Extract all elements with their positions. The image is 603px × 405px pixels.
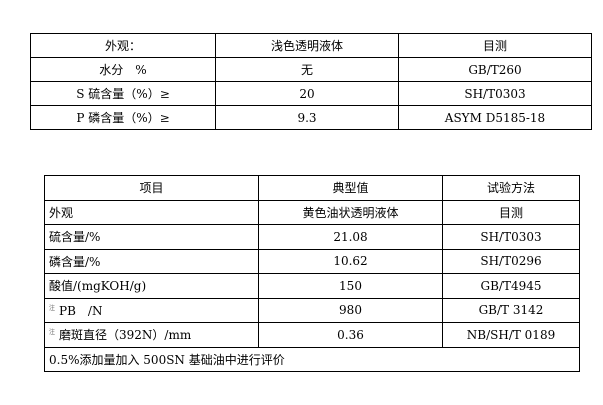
table-row: 外观 黄色油状透明液体 目测 (44, 199, 580, 225)
cell-value: 20 (215, 81, 399, 106)
header-row: 项目 典型值 试验方法 (44, 175, 580, 201)
cell-value: 10.62 (258, 248, 443, 274)
cell-item: P 磷含量（%）≥ (30, 105, 216, 130)
cell-value: 9.3 (215, 105, 399, 130)
table-row: 注磨斑直径（392N）/mm 0.36 NB/SH/T 0189 (44, 322, 580, 348)
table-row: 硫含量/% 21.08 SH/T0303 (44, 224, 580, 250)
cell-method: 目测 (398, 33, 592, 58)
cell-item: 注磨斑直径（392N）/mm (44, 322, 259, 348)
cell-value: 150 (258, 273, 443, 299)
cell-item: 硫含量/% (44, 224, 259, 250)
cell-value: 浅色透明液体 (215, 33, 399, 58)
cell-item: 酸值/(mgKOH/g) (44, 273, 259, 299)
header-value: 典型值 (258, 175, 443, 201)
cell-method: SH/T0303 (398, 81, 592, 106)
header-method: 试验方法 (442, 175, 580, 201)
table-row: P 磷含量（%）≥ 9.3 ASYM D5185-18 (30, 105, 592, 130)
table-row: 外观： 浅色透明液体 目测 (30, 33, 592, 58)
cell-item: 磷含量/% (44, 248, 259, 274)
cell-value: 980 (258, 297, 443, 323)
cell-method: ASYM D5185-18 (398, 105, 592, 130)
cell-item: 水分 % (30, 57, 216, 82)
note-mark: 注 (49, 329, 56, 337)
cell-value: 无 (215, 57, 399, 82)
table-row: S 硫含量（%）≥ 20 SH/T0303 (30, 81, 592, 106)
cell-text: 磨斑直径（392N）/mm (59, 328, 192, 343)
cell-item: 注 PB /N (44, 297, 259, 323)
cell-item: S 硫含量（%）≥ (30, 81, 216, 106)
properties-table: 外观： 浅色透明液体 目测 水分 % 无 GB/T260 S 硫含量（%）≥ 20 SH/T03… (30, 33, 592, 130)
cell-value: 0.36 (258, 322, 443, 348)
table-row: 磷含量/% 10.62 SH/T0296 (44, 248, 580, 274)
cell-method: GB/T4945 (442, 273, 580, 299)
cell-method: NB/SH/T 0189 (442, 322, 580, 348)
cell-method: SH/T0303 (442, 224, 580, 250)
cell-value: 21.08 (258, 224, 443, 250)
cell-item: 外观 (44, 199, 259, 225)
typical-values-table: 项目 典型值 试验方法 外观 黄色油状透明液体 目测 硫含量/% 21.08 SH/T03… (44, 175, 580, 372)
footnote: 0.5%添加量加入 500SN 基础油中进行评价 (44, 346, 580, 372)
cell-text: PB /N (59, 303, 103, 318)
header-item: 项目 (44, 175, 259, 201)
table-row: 注 PB /N 980 GB/T 3142 (44, 297, 580, 323)
cell-method: SH/T0296 (442, 248, 580, 274)
table-row: 水分 % 无 GB/T260 (30, 57, 592, 82)
cell-item: 外观： (30, 33, 216, 58)
cell-method: 目测 (442, 199, 580, 225)
cell-method: GB/T260 (398, 57, 592, 82)
footnote-row: 0.5%添加量加入 500SN 基础油中进行评价 (44, 346, 580, 372)
table-row: 酸值/(mgKOH/g) 150 GB/T4945 (44, 273, 580, 299)
note-mark: 注 (49, 304, 56, 312)
cell-value: 黄色油状透明液体 (258, 199, 443, 225)
cell-method: GB/T 3142 (442, 297, 580, 323)
